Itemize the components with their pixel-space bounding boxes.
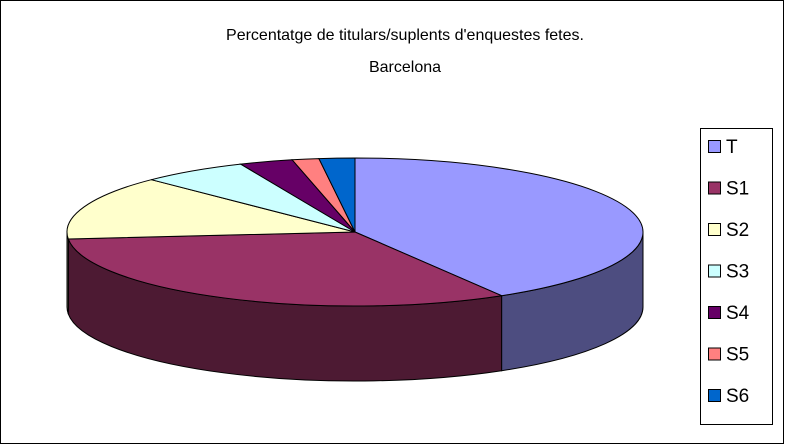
legend-swatch bbox=[708, 347, 721, 361]
legend-swatch bbox=[708, 306, 721, 319]
legend-label: S5 bbox=[726, 345, 749, 366]
pie-slice bbox=[66, 179, 356, 240]
chart-subtitle: Barcelona bbox=[369, 59, 441, 76]
legend-swatch bbox=[708, 223, 721, 236]
legend-label: T bbox=[726, 137, 738, 158]
legend-swatch bbox=[708, 389, 721, 402]
pie-slice bbox=[67, 231, 504, 307]
legend-label: S3 bbox=[726, 262, 749, 283]
pie-slice bbox=[354, 157, 644, 297]
legend-label: S1 bbox=[726, 179, 749, 200]
legend-swatch bbox=[708, 264, 721, 278]
legend-swatch bbox=[708, 181, 721, 195]
legend-swatch bbox=[708, 140, 721, 153]
legend-label: S6 bbox=[726, 386, 749, 407]
legend-label: S4 bbox=[726, 303, 750, 324]
pie-slice bbox=[318, 157, 356, 233]
legend-label: S2 bbox=[726, 220, 749, 241]
chart-title: Percentatge de titulars/suplents d'enque… bbox=[226, 27, 584, 44]
pie-side bbox=[66, 231, 69, 315]
